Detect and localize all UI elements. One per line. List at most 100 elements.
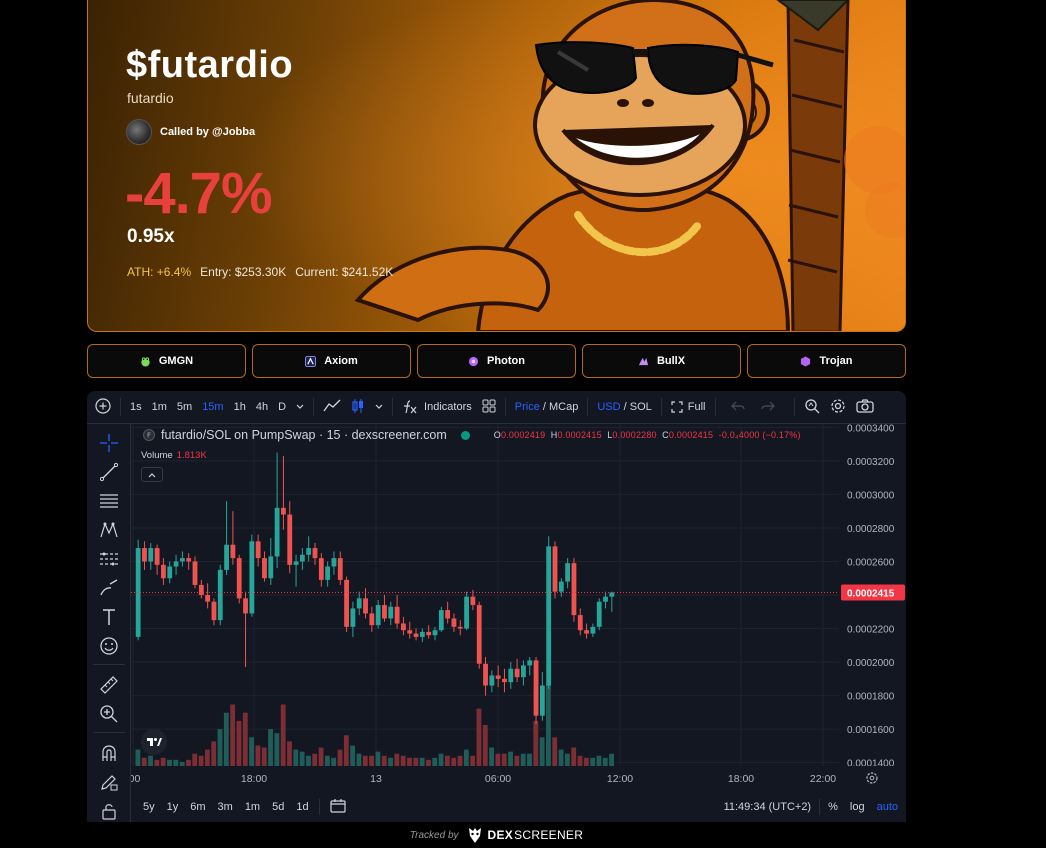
volume-bar — [602, 757, 608, 766]
candle-body — [514, 668, 520, 678]
dexscreener-logo[interactable]: DEX SCREENER — [467, 826, 584, 844]
interval-1s[interactable]: 1s — [130, 401, 142, 413]
range-1y[interactable]: 1y — [166, 801, 179, 813]
candle-body — [331, 558, 337, 567]
emoji-tool[interactable] — [98, 635, 120, 657]
auto-scale-toggle[interactable]: auto — [876, 801, 898, 813]
undo-icon — [730, 401, 745, 410]
chart-legend: F futardio/SOL on PumpSwap · 15 · dexscr… — [143, 428, 801, 442]
volume-bar — [324, 755, 330, 766]
pencil-lock-icon — [101, 775, 118, 791]
magnet-tool[interactable] — [98, 742, 120, 764]
candle-body — [287, 514, 293, 565]
volume-bar — [577, 755, 583, 766]
range-3m[interactable]: 3m — [217, 801, 233, 813]
collapse-legend-button[interactable] — [141, 467, 163, 482]
toolbar-divider — [660, 398, 662, 416]
volume-bar — [407, 757, 412, 766]
range-1m[interactable]: 1m — [244, 801, 261, 813]
fullscreen-button[interactable]: Full — [666, 401, 711, 413]
log-scale-toggle[interactable]: log — [849, 801, 865, 813]
forecast-tool[interactable] — [98, 548, 120, 570]
monkey-mascot-art — [88, 0, 905, 331]
trojan-button[interactable]: Trojan — [747, 344, 906, 378]
settings-button[interactable] — [825, 398, 851, 417]
bullx-button[interactable]: BullX — [582, 344, 741, 378]
redo-icon — [760, 401, 775, 410]
crosshair-tool[interactable] — [98, 432, 120, 454]
lock-drawings-tool[interactable] — [98, 771, 120, 793]
time-axis[interactable]: :00 18:00 13 06:00 12:00 18:00 22:00 — [126, 766, 906, 790]
go-to-date-button[interactable] — [324, 798, 352, 816]
brush-tool[interactable] — [98, 577, 120, 599]
volume-bar — [388, 757, 393, 766]
currency-toggle[interactable]: USD / SOL — [597, 401, 652, 413]
gear-inner — [869, 775, 875, 781]
toolbar-divider — [587, 398, 589, 416]
time-tick-label: :00 — [131, 773, 140, 785]
layouts-button[interactable] — [477, 399, 501, 416]
time-tick-label: 06:00 — [485, 773, 511, 785]
interval-15m[interactable]: 15m — [202, 401, 224, 413]
candle-body — [224, 544, 229, 570]
candle-body — [274, 507, 280, 557]
price-axis[interactable]: 0.0003400 0.0003200 0.0003000 0.0002800 0.00… — [839, 423, 906, 770]
clock-readout[interactable]: 11:49:34 (UTC+2) — [723, 801, 812, 813]
percent-scale-toggle[interactable]: % — [828, 801, 838, 813]
volume-bar — [160, 757, 166, 766]
range-6m[interactable]: 6m — [190, 801, 206, 813]
interval-5m[interactable]: 5m — [176, 401, 193, 413]
candle-body — [527, 660, 533, 666]
tradingview-logo[interactable] — [141, 729, 167, 755]
price-mcap-toggle[interactable]: Price / MCap — [514, 401, 579, 413]
volume-bar — [444, 755, 450, 766]
range-5y[interactable]: 5y — [143, 801, 155, 813]
screenshot-button[interactable] — [851, 398, 879, 416]
undo-button[interactable] — [726, 400, 750, 415]
fib-retracement-tool[interactable] — [98, 490, 120, 512]
caller-avatar[interactable] — [126, 119, 152, 145]
candle-body — [521, 665, 526, 678]
volume-bar — [482, 725, 488, 766]
chart-type-dropdown[interactable] — [370, 401, 388, 413]
chart-plot-area[interactable]: F futardio/SOL on PumpSwap · 15 · dexscr… — [131, 424, 839, 766]
volume-bar — [438, 753, 444, 766]
text-tool[interactable] — [98, 606, 120, 628]
mcap-option[interactable]: MCap — [549, 401, 579, 413]
range-1d[interactable]: 1d — [296, 801, 309, 813]
gmgn-button[interactable]: GMGN — [87, 344, 246, 378]
current-stat: Current: $241.52K — [295, 265, 394, 279]
volume-bar — [451, 757, 457, 766]
price-tick-label: 0.0002000 — [847, 658, 895, 669]
interval-dropdown[interactable] — [291, 401, 309, 413]
indicators-button[interactable]: Indicators — [397, 400, 477, 414]
axiom-button[interactable]: Axiom — [252, 344, 411, 378]
measure-tool[interactable] — [98, 674, 120, 696]
unlock-tool[interactable] — [98, 800, 120, 822]
candle-body — [350, 608, 356, 627]
usd-option[interactable]: USD — [597, 401, 621, 413]
zoom-in-tool[interactable] — [98, 703, 120, 725]
candle-body — [577, 615, 583, 631]
chart-type-candles-button[interactable] — [346, 398, 370, 417]
price-option[interactable]: Price — [514, 401, 540, 413]
volume-bar — [167, 759, 172, 766]
interval-1m[interactable]: 1m — [151, 401, 167, 413]
interval-1h[interactable]: 1h — [233, 401, 246, 413]
pattern-tool[interactable] — [98, 519, 120, 541]
magnet-icon — [102, 745, 116, 761]
redo-button[interactable] — [756, 400, 780, 415]
photon-button[interactable]: Photon — [417, 344, 576, 378]
chart-type-line-button[interactable] — [318, 399, 346, 416]
interval-d[interactable]: D — [278, 401, 287, 413]
interval-4h[interactable]: 4h — [255, 401, 269, 413]
search-zoom-button[interactable] — [799, 398, 825, 417]
caller-handle[interactable]: @Jobba — [211, 126, 256, 138]
sol-option[interactable]: SOL — [629, 401, 652, 413]
range-5d[interactable]: 5d — [272, 801, 285, 813]
volume-bar — [571, 747, 577, 766]
candle-body — [325, 566, 331, 580]
add-symbol-button[interactable] — [87, 397, 116, 417]
candle-body — [502, 678, 507, 683]
trend-line-tool[interactable] — [98, 461, 120, 483]
